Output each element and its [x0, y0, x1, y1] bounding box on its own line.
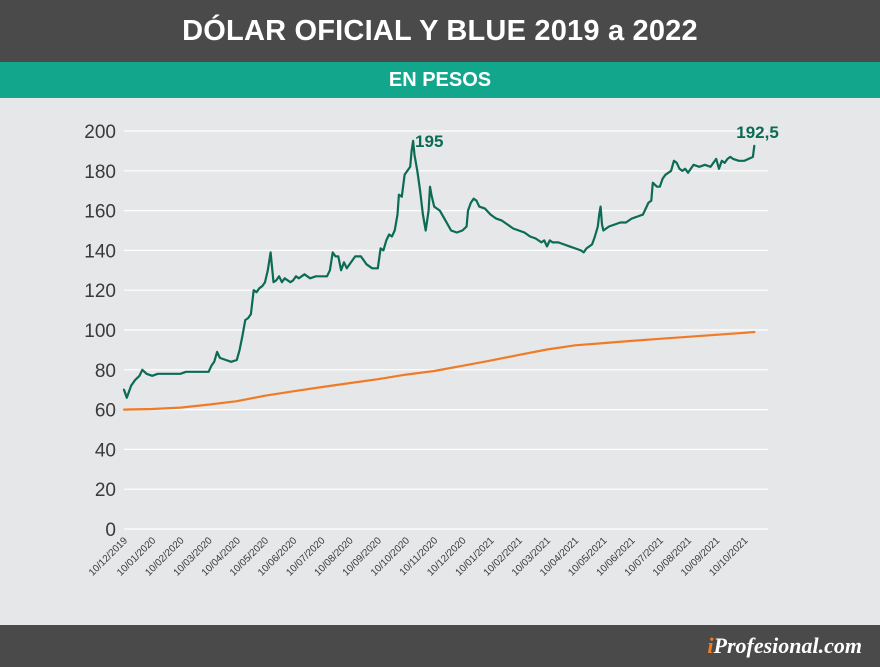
data-label: 192,5	[736, 123, 779, 142]
y-tick-label: 100	[84, 321, 116, 342]
chart-title: DÓLAR OFICIAL Y BLUE 2019 a 2022	[0, 0, 880, 62]
chart-subtitle: EN PESOS	[0, 62, 880, 98]
y-tick-label: 120	[84, 281, 116, 302]
brand-logo-text: Profesional.com	[713, 633, 863, 658]
brand-logo-prefix: i	[707, 633, 714, 658]
y-tick-label: 140	[84, 241, 116, 262]
y-tick-label: 180	[84, 162, 116, 183]
y-tick-label: 160	[84, 202, 116, 223]
chart-area: 0 20 40 60 80 100 120 140 160 180 200 10/12/2019 10/…	[0, 98, 880, 625]
line-chart: 02040608010012014016018020010/12/201910/…	[84, 122, 779, 579]
footer-bar: iProfesional.com	[0, 625, 880, 667]
data-label: 195	[415, 132, 443, 151]
y-tick-label: 0	[105, 520, 116, 541]
y-tick-label: 200	[84, 122, 116, 143]
y-tick-label: 20	[95, 480, 116, 501]
series-line-blue	[122, 139, 756, 399]
y-tick-label: 80	[95, 361, 116, 382]
series-line-oficial	[122, 330, 756, 411]
y-tick-label: 40	[95, 440, 116, 461]
y-tick-label: 60	[95, 401, 116, 422]
brand-logo: iProfesional.com	[707, 633, 862, 659]
